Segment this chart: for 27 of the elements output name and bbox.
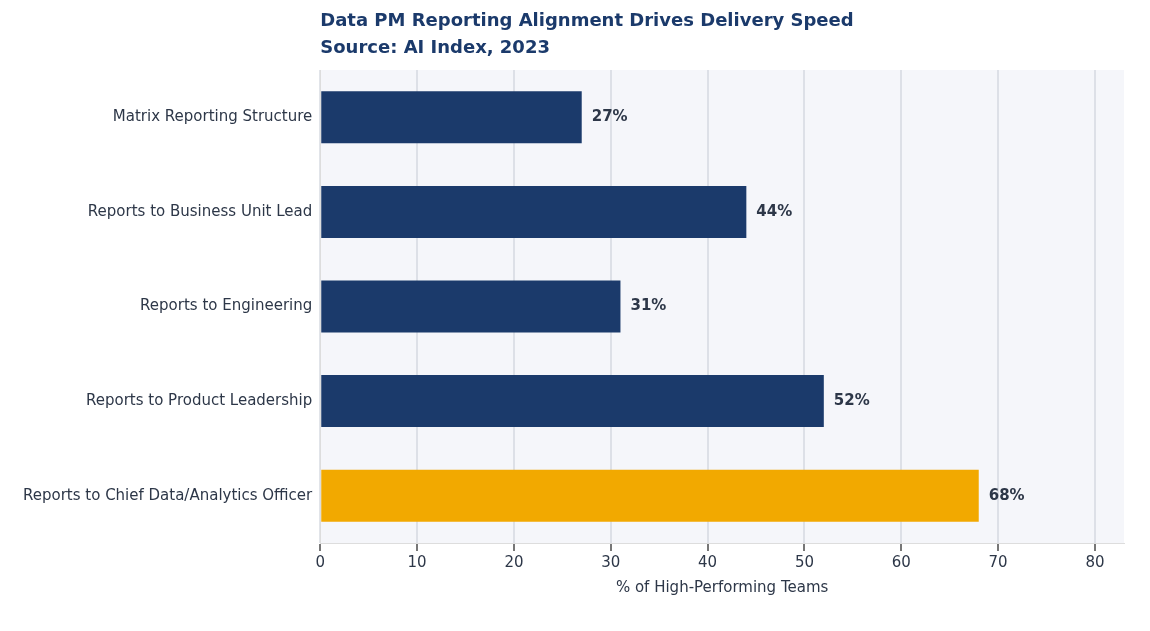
y-tick-label: Reports to Chief Data/Analytics Officer (23, 485, 314, 504)
y-tick-label: Reports to Engineering (140, 296, 313, 315)
x-tick-label: 80 (1085, 552, 1105, 571)
bar (321, 469, 979, 522)
x-tick-label: 70 (988, 552, 1008, 571)
data-label: 27% (591, 107, 628, 126)
x-tick-label: 0 (315, 552, 326, 571)
data-label: 31% (630, 296, 667, 315)
x-tick-label: 30 (601, 552, 621, 571)
bar (321, 375, 824, 428)
x-tick-label: 40 (698, 552, 718, 571)
x-tick-label: 20 (504, 552, 524, 571)
data-label: 68% (988, 485, 1025, 504)
chart-title: Data PM Reporting Alignment Drives Delivery Speed (320, 9, 854, 30)
bar (321, 91, 582, 144)
x-tick-label: 60 (891, 552, 911, 571)
data-label: 52% (833, 390, 870, 409)
y-tick-label: Reports to Business Unit Lead (87, 201, 313, 220)
x-tick-label: 10 (407, 552, 427, 571)
x-tick-label: 50 (794, 552, 814, 571)
chart-subtitle: Source: AI Index, 2023 (320, 36, 550, 57)
data-label: 44% (756, 201, 793, 220)
bar (321, 280, 621, 333)
y-tick-label: Matrix Reporting Structure (112, 107, 313, 126)
y-tick-label: Reports to Product Leadership (85, 390, 313, 409)
x-axis-title: % of High-Performing Teams (615, 577, 829, 596)
bar (321, 185, 747, 238)
